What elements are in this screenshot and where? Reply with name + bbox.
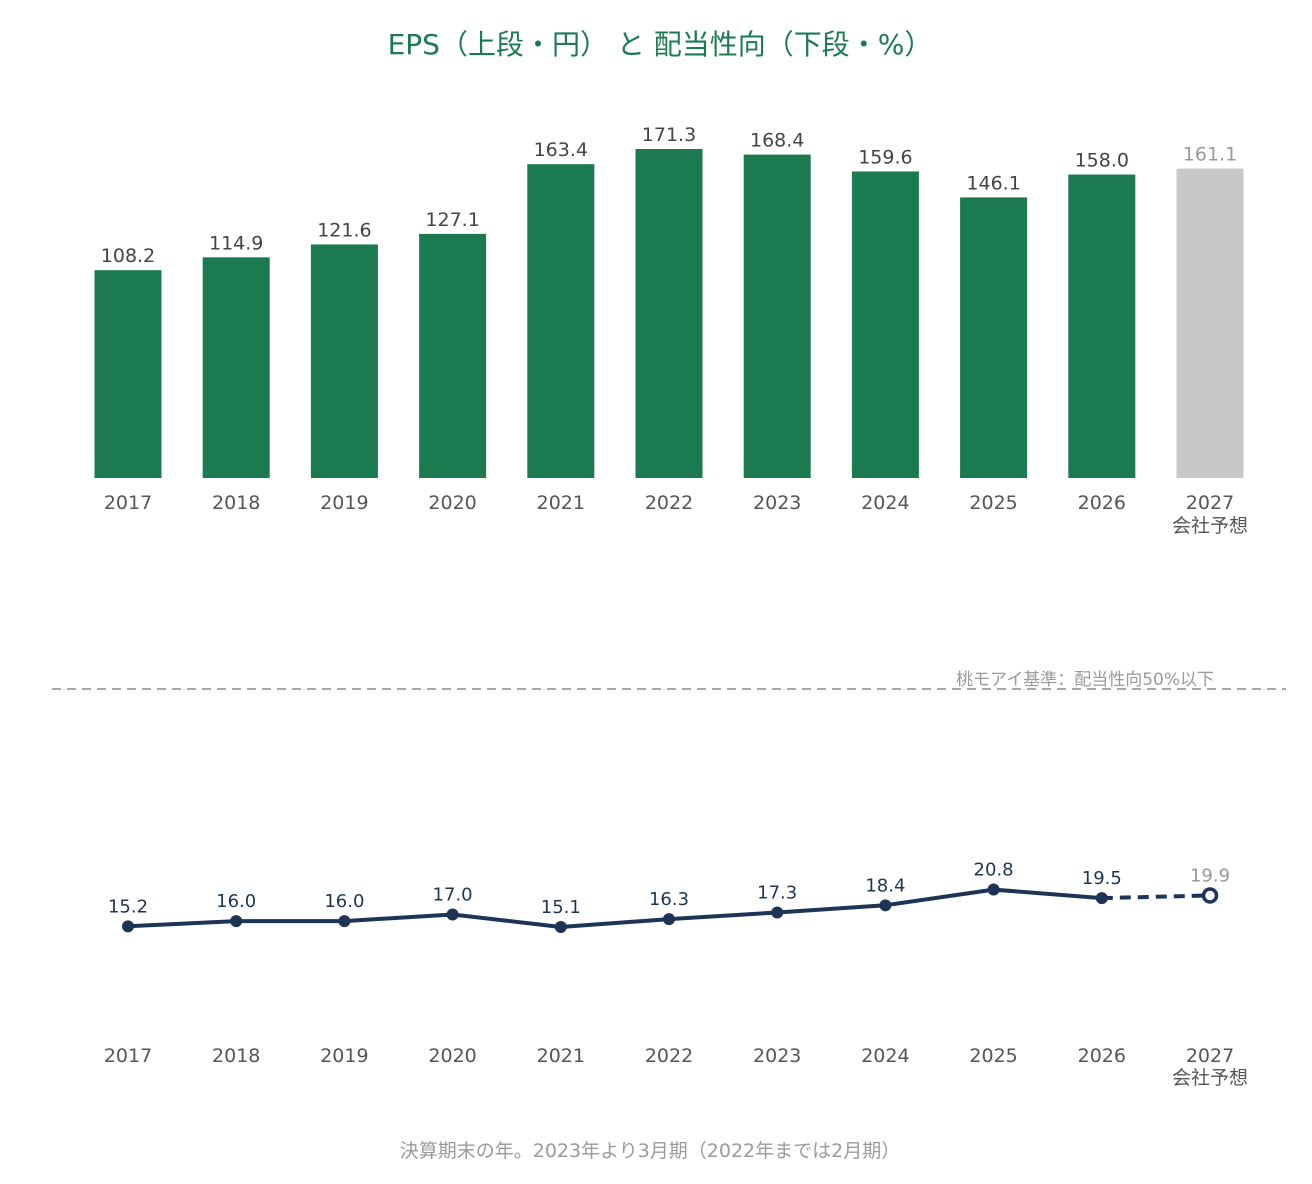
payout-forecast-label: 会社予想 xyxy=(1172,1067,1248,1089)
eps-tick-label: 2022 xyxy=(645,492,693,514)
payout-ratio-line-chart: 15.2 16.0 16.0 17.0 15.1 16.3 17.3 18.4 20.8 19.5… xyxy=(108,860,1230,933)
eps-tick-label: 2023 xyxy=(753,492,801,514)
eps-tick-label: 2017 xyxy=(104,492,152,514)
payout-value-label: 15.2 xyxy=(108,896,148,917)
eps-bar-2024 xyxy=(851,171,919,478)
payout-tick-label: 2018 xyxy=(212,1045,260,1067)
payout-point-2024 xyxy=(879,899,892,912)
eps-tick-label: 2026 xyxy=(1078,492,1126,514)
eps-value-label: 171.3 xyxy=(642,124,696,146)
payout-point-2026 xyxy=(1095,892,1108,905)
payout-point-2025 xyxy=(987,883,1000,896)
eps-bar-2020 xyxy=(419,233,487,478)
payout-value-label: 16.0 xyxy=(324,891,364,912)
eps-bar-chart: 108.2 114.9 121.6 127.1 163.4 171.3 168.4 159.6… xyxy=(94,124,1244,478)
payout-value-label: 20.8 xyxy=(974,860,1014,881)
payout-tick-label: 2020 xyxy=(428,1045,476,1067)
payout-value-label: 17.0 xyxy=(433,885,473,906)
eps-bar-2018 xyxy=(202,257,270,478)
eps-value-label: 114.9 xyxy=(209,232,263,254)
payout-value-label: 16.0 xyxy=(216,891,256,912)
eps-x-axis: 2017 2018 2019 2020 2021 2022 2023 2024 2025 2026… xyxy=(104,492,1248,537)
eps-tick-label: 2025 xyxy=(969,492,1017,514)
eps-value-label: 121.6 xyxy=(317,219,371,241)
payout-tick-label: 2021 xyxy=(537,1045,585,1067)
eps-value-label: 168.4 xyxy=(750,130,804,152)
payout-point-2023 xyxy=(771,906,784,919)
payout-value-label: 15.1 xyxy=(541,897,581,918)
payout-point-2017 xyxy=(122,920,134,933)
payout-point-2027 xyxy=(1201,887,1219,904)
payout-value-label: 16.3 xyxy=(649,889,689,910)
reference-note: 桃モアイ基準：配当性向50%以下 xyxy=(956,670,1214,690)
eps-value-label: 161.1 xyxy=(1183,144,1237,166)
payout-series-line xyxy=(127,887,1102,929)
payout-point-2021 xyxy=(554,921,567,933)
payout-point-2019 xyxy=(338,915,351,928)
eps-tick-label: 2027 xyxy=(1186,492,1234,514)
payout-tick-label: 2019 xyxy=(320,1045,368,1067)
eps-value-label: 146.1 xyxy=(966,172,1020,194)
eps-tick-label: 2018 xyxy=(212,492,260,514)
payout-tick-label: 2026 xyxy=(1078,1045,1126,1067)
payout-value-label: 19.5 xyxy=(1082,868,1122,889)
payout-tick-label: 2025 xyxy=(969,1045,1017,1067)
eps-tick-label: 2024 xyxy=(861,492,909,514)
eps-bar-2026 xyxy=(1068,174,1136,478)
eps-value-label: 163.4 xyxy=(534,139,588,161)
eps-bar-2025 xyxy=(960,197,1028,478)
payout-tick-label: 2017 xyxy=(104,1045,152,1067)
payout-forecast-segment xyxy=(1101,893,1211,901)
eps-value-label: 159.6 xyxy=(858,146,912,168)
payout-point-2018 xyxy=(230,915,243,928)
chart-title: EPS（上段・円） と 配当性向（下段・%） xyxy=(388,28,933,61)
eps-value-label: 158.0 xyxy=(1075,150,1129,172)
payout-value-label: 17.3 xyxy=(757,883,797,904)
footnote: 決算期末の年。2023年より3月期（2022年までは2月期） xyxy=(400,1140,901,1162)
eps-value-label: 108.2 xyxy=(101,245,155,267)
eps-bar-2022 xyxy=(635,149,703,478)
payout-tick-label: 2023 xyxy=(753,1045,801,1067)
payout-tick-label: 2027 xyxy=(1186,1045,1234,1067)
eps-bar-2023 xyxy=(743,154,811,478)
eps-tick-label: 2020 xyxy=(428,492,476,514)
payout-x-axis: 2017 2018 2019 2020 2021 2022 2023 2024 2025 2026… xyxy=(104,1045,1248,1089)
eps-tick-label: 2021 xyxy=(537,492,585,514)
payout-tick-label: 2024 xyxy=(861,1045,909,1067)
payout-tick-label: 2022 xyxy=(645,1045,693,1067)
eps-forecast-label: 会社予想 xyxy=(1172,515,1248,537)
payout-value-label: 18.4 xyxy=(865,875,905,896)
eps-bar-2027 xyxy=(1176,168,1244,478)
eps-bar-2019 xyxy=(310,244,378,478)
payout-point-2022 xyxy=(663,913,675,926)
eps-value-label: 127.1 xyxy=(425,209,479,231)
eps-bar-2017 xyxy=(94,270,162,478)
eps-bar-2021 xyxy=(527,164,595,478)
payout-point-2020 xyxy=(446,908,459,921)
eps-tick-label: 2019 xyxy=(320,492,368,514)
payout-value-label: 19.9 xyxy=(1190,865,1230,886)
